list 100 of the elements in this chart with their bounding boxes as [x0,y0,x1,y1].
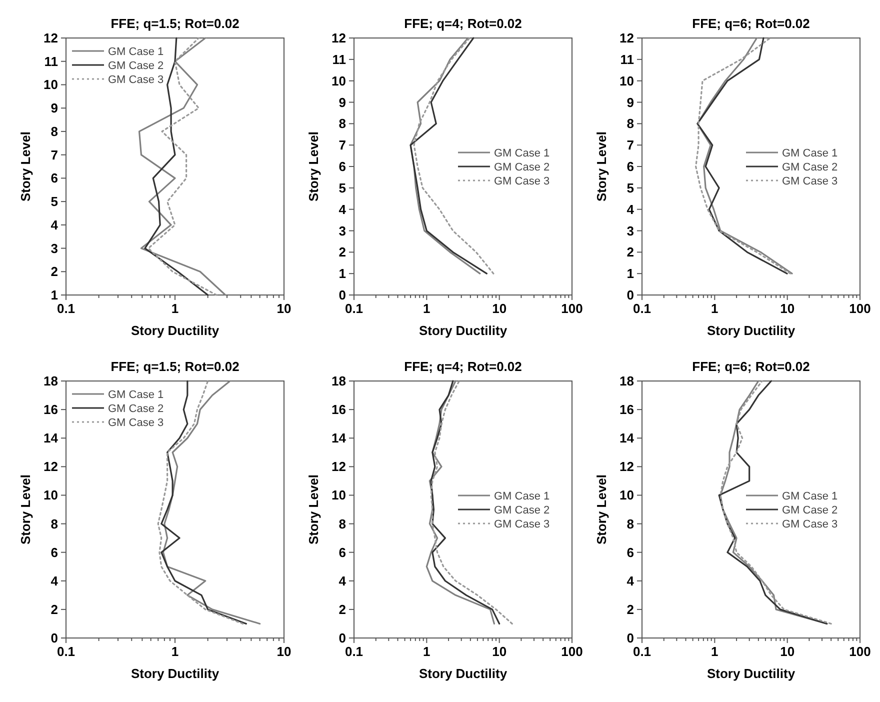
y-tick-label: 10 [332,73,346,88]
x-tick-label: 0.1 [632,301,652,316]
y-tick-label: 12 [44,30,58,46]
y-tick-label: 6 [626,544,634,560]
y-tick-label: 2 [50,264,58,280]
y-tick-label: 2 [626,602,634,617]
y-tick-label: 4 [50,217,59,232]
y-tick-label: 12 [620,459,634,474]
y-tick-label: 6 [338,159,346,174]
chart-title: FFE; q=1.5; Rot=0.02 [110,16,240,31]
x-axis-title: Story Ductility [130,323,220,338]
y-tick-label: 2 [338,244,346,260]
x-axis-title: Story Ductility [418,323,508,338]
x-tick-label: 100 [849,644,871,659]
y-tick-label: 12 [332,30,346,46]
y-tick-label: 1 [50,288,58,302]
x-tick-label: 10 [780,301,795,316]
x-tick-label: 10 [276,644,292,659]
x-tick-label: 1 [171,301,179,316]
legend-label: GM Case 2 [108,403,164,415]
legend-label: GM Case 2 [494,162,550,174]
x-tick-label: 1 [711,301,718,316]
legend-label: GM Case 2 [782,504,838,516]
y-tick-label: 7 [338,138,346,153]
y-tick-label: 0 [338,630,346,646]
y-tick-label: 6 [50,170,58,186]
legend-label: GM Case 2 [494,504,550,516]
y-tick-label: 10 [620,73,634,88]
legend-label: GM Case 3 [494,176,550,188]
y-tick-label: 8 [50,124,58,139]
y-tick-label: 10 [332,488,346,503]
y-tick-label: 0 [626,288,634,302]
y-tick-label: 16 [332,402,346,418]
x-tick-label: 1 [711,644,718,659]
y-tick-label: 8 [338,116,346,132]
y-tick-label: 16 [620,402,634,418]
x-axis-title: Story Ductility [418,666,508,681]
y-tick-label: 9 [626,94,634,110]
x-tick-label: 0.1 [344,644,364,659]
y-tick-label: 3 [626,223,634,238]
y-tick-label: 14 [332,430,347,446]
y-tick-label: 5 [338,180,346,196]
legend-label: GM Case 3 [108,417,164,429]
x-tick-label: 10 [492,301,507,316]
x-tick-label: 100 [561,644,583,659]
y-tick-label: 6 [338,544,346,560]
y-tick-label: 8 [50,516,58,532]
x-tick-label: 1 [423,644,430,659]
y-tick-label: 4 [50,573,59,588]
y-tick-label: 8 [338,516,346,532]
x-tick-label: 100 [849,301,871,316]
y-tick-label: 18 [620,374,634,388]
legend-label: GM Case 1 [108,389,164,401]
x-tick-label: 1 [171,644,179,659]
legend-label: GM Case 1 [108,46,164,58]
y-axis-title: Story Level [306,474,321,545]
y-axis-title: Story Level [306,131,321,202]
x-tick-label: 100 [561,301,583,316]
y-axis-title: Story Level [594,474,609,545]
y-tick-label: 0 [626,630,634,646]
y-tick-label: 2 [338,602,346,617]
y-tick-label: 5 [50,194,58,210]
y-tick-label: 2 [50,602,58,617]
y-tick-label: 2 [626,244,634,260]
legend-label: GM Case 1 [494,490,550,502]
x-tick-label: 0.1 [56,301,76,316]
x-tick-label: 10 [780,644,795,659]
legend-label: GM Case 3 [108,74,164,86]
legend-label: GM Case 3 [782,176,838,188]
y-axis-title: Story Level [594,131,609,202]
y-tick-label: 18 [332,374,346,388]
y-tick-label: 0 [338,288,346,302]
x-tick-label: 0.1 [56,644,76,659]
y-axis-title: Story Level [18,131,33,202]
chart-title: FFE; q=4; Rot=0.02 [404,359,522,374]
y-tick-label: 11 [44,54,58,69]
x-tick-label: 1 [423,301,430,316]
y-tick-label: 12 [44,459,58,474]
y-tick-label: 3 [50,240,58,256]
y-tick-label: 4 [626,573,635,588]
x-tick-label: 10 [276,301,292,316]
x-tick-label: 10 [492,644,507,659]
y-tick-label: 6 [50,544,58,560]
y-tick-label: 5 [626,180,634,196]
y-tick-label: 11 [332,52,346,67]
chart-title: FFE; q=1.5; Rot=0.02 [110,359,240,374]
y-tick-label: 12 [620,30,634,46]
y-tick-label: 14 [620,430,635,446]
y-tick-label: 8 [626,516,634,532]
legend-label: GM Case 2 [108,60,164,72]
y-tick-label: 10 [620,488,634,503]
legend-label: GM Case 2 [782,162,838,174]
y-tick-label: 1 [338,266,346,282]
legend-label: GM Case 1 [494,148,550,160]
y-tick-label: 10 [44,77,58,92]
x-tick-label: 0.1 [344,301,364,316]
chart-title: FFE; q=6; Rot=0.02 [692,16,810,31]
chart-title: FFE; q=4; Rot=0.02 [404,16,522,31]
y-tick-label: 9 [50,100,58,116]
x-tick-label: 0.1 [632,644,652,659]
